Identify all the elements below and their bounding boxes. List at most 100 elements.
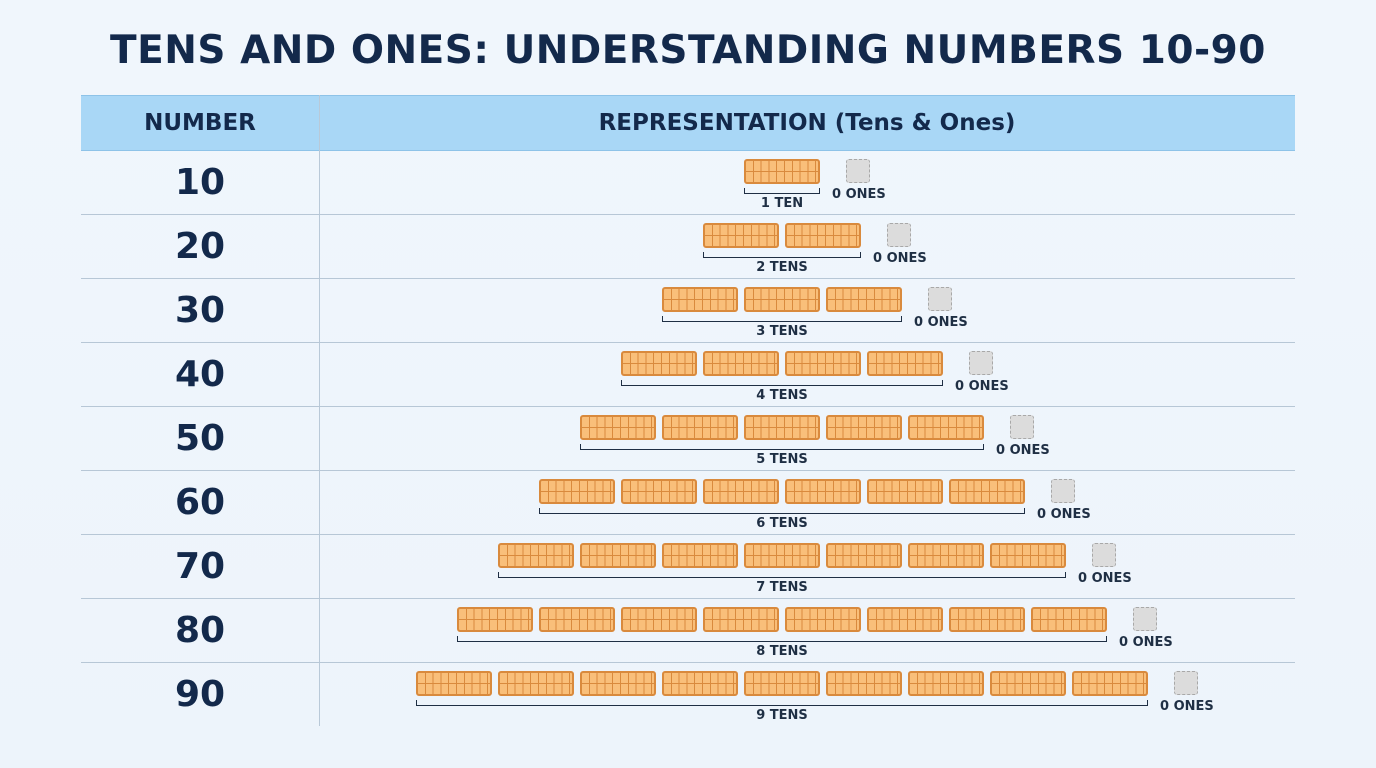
ten-rod [703,479,779,504]
ten-rod [949,479,1025,504]
ones-label: 0 ONES [832,187,886,202]
ten-rod [621,351,697,376]
row-number: 70 [174,546,226,587]
row-representation: 8 TENS 0 ONES [319,599,1295,663]
row-representation: 1 TEN 0 ONES [319,151,1295,215]
row-number: 60 [174,482,226,523]
ten-rod [867,351,943,376]
table-row: 80 8 TENS 0 ONES [81,599,1295,663]
tens-label: 6 TENS [756,516,808,531]
ten-rod [744,287,820,312]
ten-rod [539,607,615,632]
tens-label: 7 TENS [756,580,808,595]
ten-rod [908,543,984,568]
ones-placeholder [887,223,911,247]
ones-label: 0 ONES [1119,635,1173,650]
row-number: 10 [174,162,226,203]
ones-placeholder [846,159,870,183]
ten-rod [703,351,779,376]
ten-rod [662,543,738,568]
ten-rod [744,159,820,184]
tens-rod-group: 7 TENS 0 ONES [498,543,1132,599]
tens-label: 8 TENS [756,644,808,659]
tens-label: 9 TENS [756,708,808,723]
table-row: 70 7 TENS 0 ONES [81,535,1295,599]
ten-rod [621,479,697,504]
table-header: NUMBER REPRESENTATION (Tens & Ones) [81,95,1295,151]
ten-rod [990,543,1066,568]
table-row: 20 2 TENS 0 ONES [81,215,1295,279]
row-representation: 3 TENS 0 ONES [319,279,1295,343]
ten-rod [703,607,779,632]
ones-placeholder [928,287,952,311]
ten-rod [826,671,902,696]
ten-rod [703,223,779,248]
ones-label: 0 ONES [914,315,968,330]
ten-rod [867,479,943,504]
ten-rod [662,415,738,440]
tens-rod-group: 2 TENS 0 ONES [703,223,927,279]
tens-rod-group: 3 TENS 0 ONES [662,287,968,343]
tens-ones-table: NUMBER REPRESENTATION (Tens & Ones) 10 1 … [81,95,1295,726]
ones-label: 0 ONES [1160,699,1214,714]
row-number: 30 [174,290,226,331]
ten-rod [457,607,533,632]
ten-rod [744,543,820,568]
row-representation: 2 TENS 0 ONES [319,215,1295,279]
tens-rod-group: 4 TENS 0 ONES [621,351,1009,407]
column-divider [319,95,320,726]
tens-rod-group: 9 TENS 0 ONES [416,671,1214,727]
row-number: 50 [174,418,226,459]
ten-rod [785,607,861,632]
tens-label: 4 TENS [756,388,808,403]
ten-rod [662,671,738,696]
ten-rod [580,671,656,696]
tens-bracket [457,636,1107,642]
ten-rod [908,671,984,696]
header-number: NUMBER [144,110,256,136]
row-number: 80 [174,610,226,651]
tens-rod-group: 1 TEN 0 ONES [744,159,886,215]
row-representation: 4 TENS 0 ONES [319,343,1295,407]
tens-bracket [744,188,820,194]
row-number: 20 [174,226,226,267]
ten-rod [785,351,861,376]
ones-placeholder [1174,671,1198,695]
table-row: 50 5 TENS 0 ONES [81,407,1295,471]
header-representation: REPRESENTATION (Tens & Ones) [598,110,1016,136]
ones-label: 0 ONES [1078,571,1132,586]
tens-bracket [416,700,1148,706]
page-title: TENS AND ONES: UNDERSTANDING NUMBERS 10-… [110,28,1266,73]
tens-label: 2 TENS [756,260,808,275]
tens-bracket [498,572,1066,578]
tens-label: 3 TENS [756,324,808,339]
tens-bracket [662,316,902,322]
ten-rod [744,415,820,440]
ten-rod [539,479,615,504]
ten-rod [498,543,574,568]
tens-rod-group: 5 TENS 0 ONES [580,415,1050,471]
ten-rod [1031,607,1107,632]
row-representation: 9 TENS 0 ONES [319,663,1295,727]
row-number: 90 [174,674,226,715]
ten-rod [826,287,902,312]
table-row: 10 1 TEN 0 ONES [81,151,1295,215]
table-row: 60 6 TENS 0 ONES [81,471,1295,535]
ones-label: 0 ONES [873,251,927,266]
ones-placeholder [1133,607,1157,631]
ten-rod [498,671,574,696]
ten-rod [785,479,861,504]
ones-placeholder [1010,415,1034,439]
ones-label: 0 ONES [955,379,1009,394]
ten-rod [826,415,902,440]
ten-rod [744,671,820,696]
ones-label: 0 ONES [1037,507,1091,522]
row-representation: 7 TENS 0 ONES [319,535,1295,599]
ten-rod [949,607,1025,632]
ones-placeholder [1092,543,1116,567]
ten-rod [1072,671,1148,696]
tens-bracket [580,444,984,450]
ten-rod [580,415,656,440]
ten-rod [580,543,656,568]
tens-bracket [621,380,943,386]
